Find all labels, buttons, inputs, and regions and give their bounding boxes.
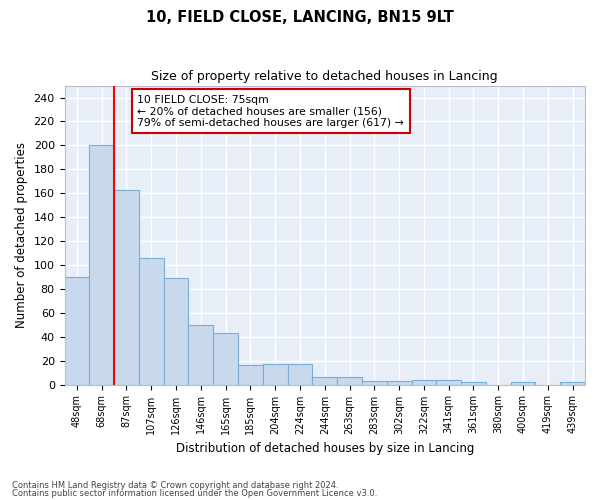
Bar xyxy=(213,333,238,384)
Bar xyxy=(89,146,114,384)
Bar xyxy=(139,258,164,384)
Bar xyxy=(188,325,213,384)
Bar xyxy=(65,277,89,384)
Bar xyxy=(238,366,263,384)
Bar xyxy=(412,380,436,384)
Bar xyxy=(461,382,486,384)
Text: Contains HM Land Registry data © Crown copyright and database right 2024.: Contains HM Land Registry data © Crown c… xyxy=(12,481,338,490)
Bar xyxy=(560,382,585,384)
Y-axis label: Number of detached properties: Number of detached properties xyxy=(15,142,28,328)
Bar xyxy=(263,364,287,384)
Bar xyxy=(287,364,313,384)
X-axis label: Distribution of detached houses by size in Lancing: Distribution of detached houses by size … xyxy=(176,442,474,455)
Bar xyxy=(313,378,337,384)
Bar xyxy=(164,278,188,384)
Title: Size of property relative to detached houses in Lancing: Size of property relative to detached ho… xyxy=(151,70,498,83)
Text: 10, FIELD CLOSE, LANCING, BN15 9LT: 10, FIELD CLOSE, LANCING, BN15 9LT xyxy=(146,10,454,25)
Bar xyxy=(114,190,139,384)
Bar xyxy=(362,381,387,384)
Bar xyxy=(387,381,412,384)
Text: 10 FIELD CLOSE: 75sqm
← 20% of detached houses are smaller (156)
79% of semi-det: 10 FIELD CLOSE: 75sqm ← 20% of detached … xyxy=(137,94,404,128)
Bar xyxy=(436,380,461,384)
Bar xyxy=(511,382,535,384)
Text: Contains public sector information licensed under the Open Government Licence v3: Contains public sector information licen… xyxy=(12,488,377,498)
Bar xyxy=(337,378,362,384)
